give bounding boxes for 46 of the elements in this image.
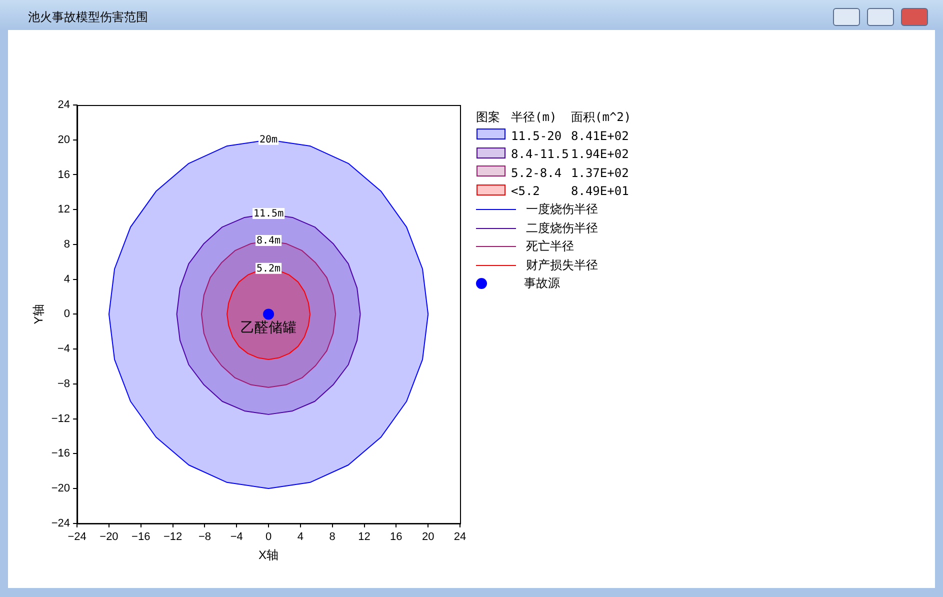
- y-tick-label: 12: [58, 204, 70, 216]
- text: 1.37E+02: [571, 166, 629, 180]
- x-tick-label: 16: [390, 531, 402, 544]
- text: 面积(m^2): [571, 108, 632, 126]
- x-tick-label: −12: [163, 531, 182, 544]
- text: 11.5-20: [511, 128, 563, 143]
- y-tick-label: 20: [58, 134, 70, 146]
- y-tick-label: −4: [58, 343, 70, 356]
- y-tick-label: 24: [58, 99, 70, 112]
- text: 5.2-8.4: [511, 166, 563, 180]
- x-tick-label: −4: [230, 531, 243, 544]
- legend-label: 一度烧伤半径: [526, 201, 598, 218]
- text: 8.49E+01: [571, 184, 629, 198]
- text: 8.4-11.5: [511, 147, 570, 162]
- text: 半径(m): [511, 108, 558, 126]
- x-tick-label: −16: [132, 531, 150, 544]
- text: <5.2: [511, 184, 541, 198]
- x-tick-label: 20: [422, 531, 434, 544]
- y-tick-label: −24: [51, 517, 70, 530]
- x-tick-label: −8: [198, 531, 211, 544]
- point: [263, 308, 274, 320]
- y-tick-label: −8: [58, 378, 70, 390]
- chart-title: 池火事故模型伤害范围: [28, 9, 148, 26]
- x-tick-label: 12: [358, 531, 370, 544]
- y-tick-label: 0: [64, 308, 70, 320]
- y-tick-label: −20: [51, 482, 70, 495]
- legend-label: 二度烧伤半径: [526, 220, 598, 237]
- y-axis-title: Y轴: [32, 304, 46, 324]
- annotation: 乙醛储罐: [240, 320, 297, 336]
- x-tick-label: −20: [100, 531, 118, 544]
- y-tick-label: 8: [64, 238, 70, 250]
- text: 图案: [476, 108, 501, 126]
- y-tick-label: −12: [51, 412, 70, 425]
- x-tick-label: 24: [454, 531, 466, 544]
- text: 事故源: [524, 275, 560, 292]
- y-tick-label: −16: [51, 448, 70, 460]
- x-axis-title: X轴: [258, 548, 279, 562]
- text: 8.41E+02: [571, 128, 629, 143]
- text: 1.94E+02: [571, 147, 629, 162]
- legend-label: 死亡半径: [526, 238, 574, 256]
- y-tick-label: 4: [64, 273, 70, 286]
- x-tick-label: 4: [297, 531, 304, 544]
- legend-label: 财产损失半径: [526, 256, 598, 274]
- y-tick-label: 16: [58, 168, 70, 181]
- x-tick-label: 0: [265, 531, 272, 544]
- x-tick-label: 8: [329, 531, 336, 544]
